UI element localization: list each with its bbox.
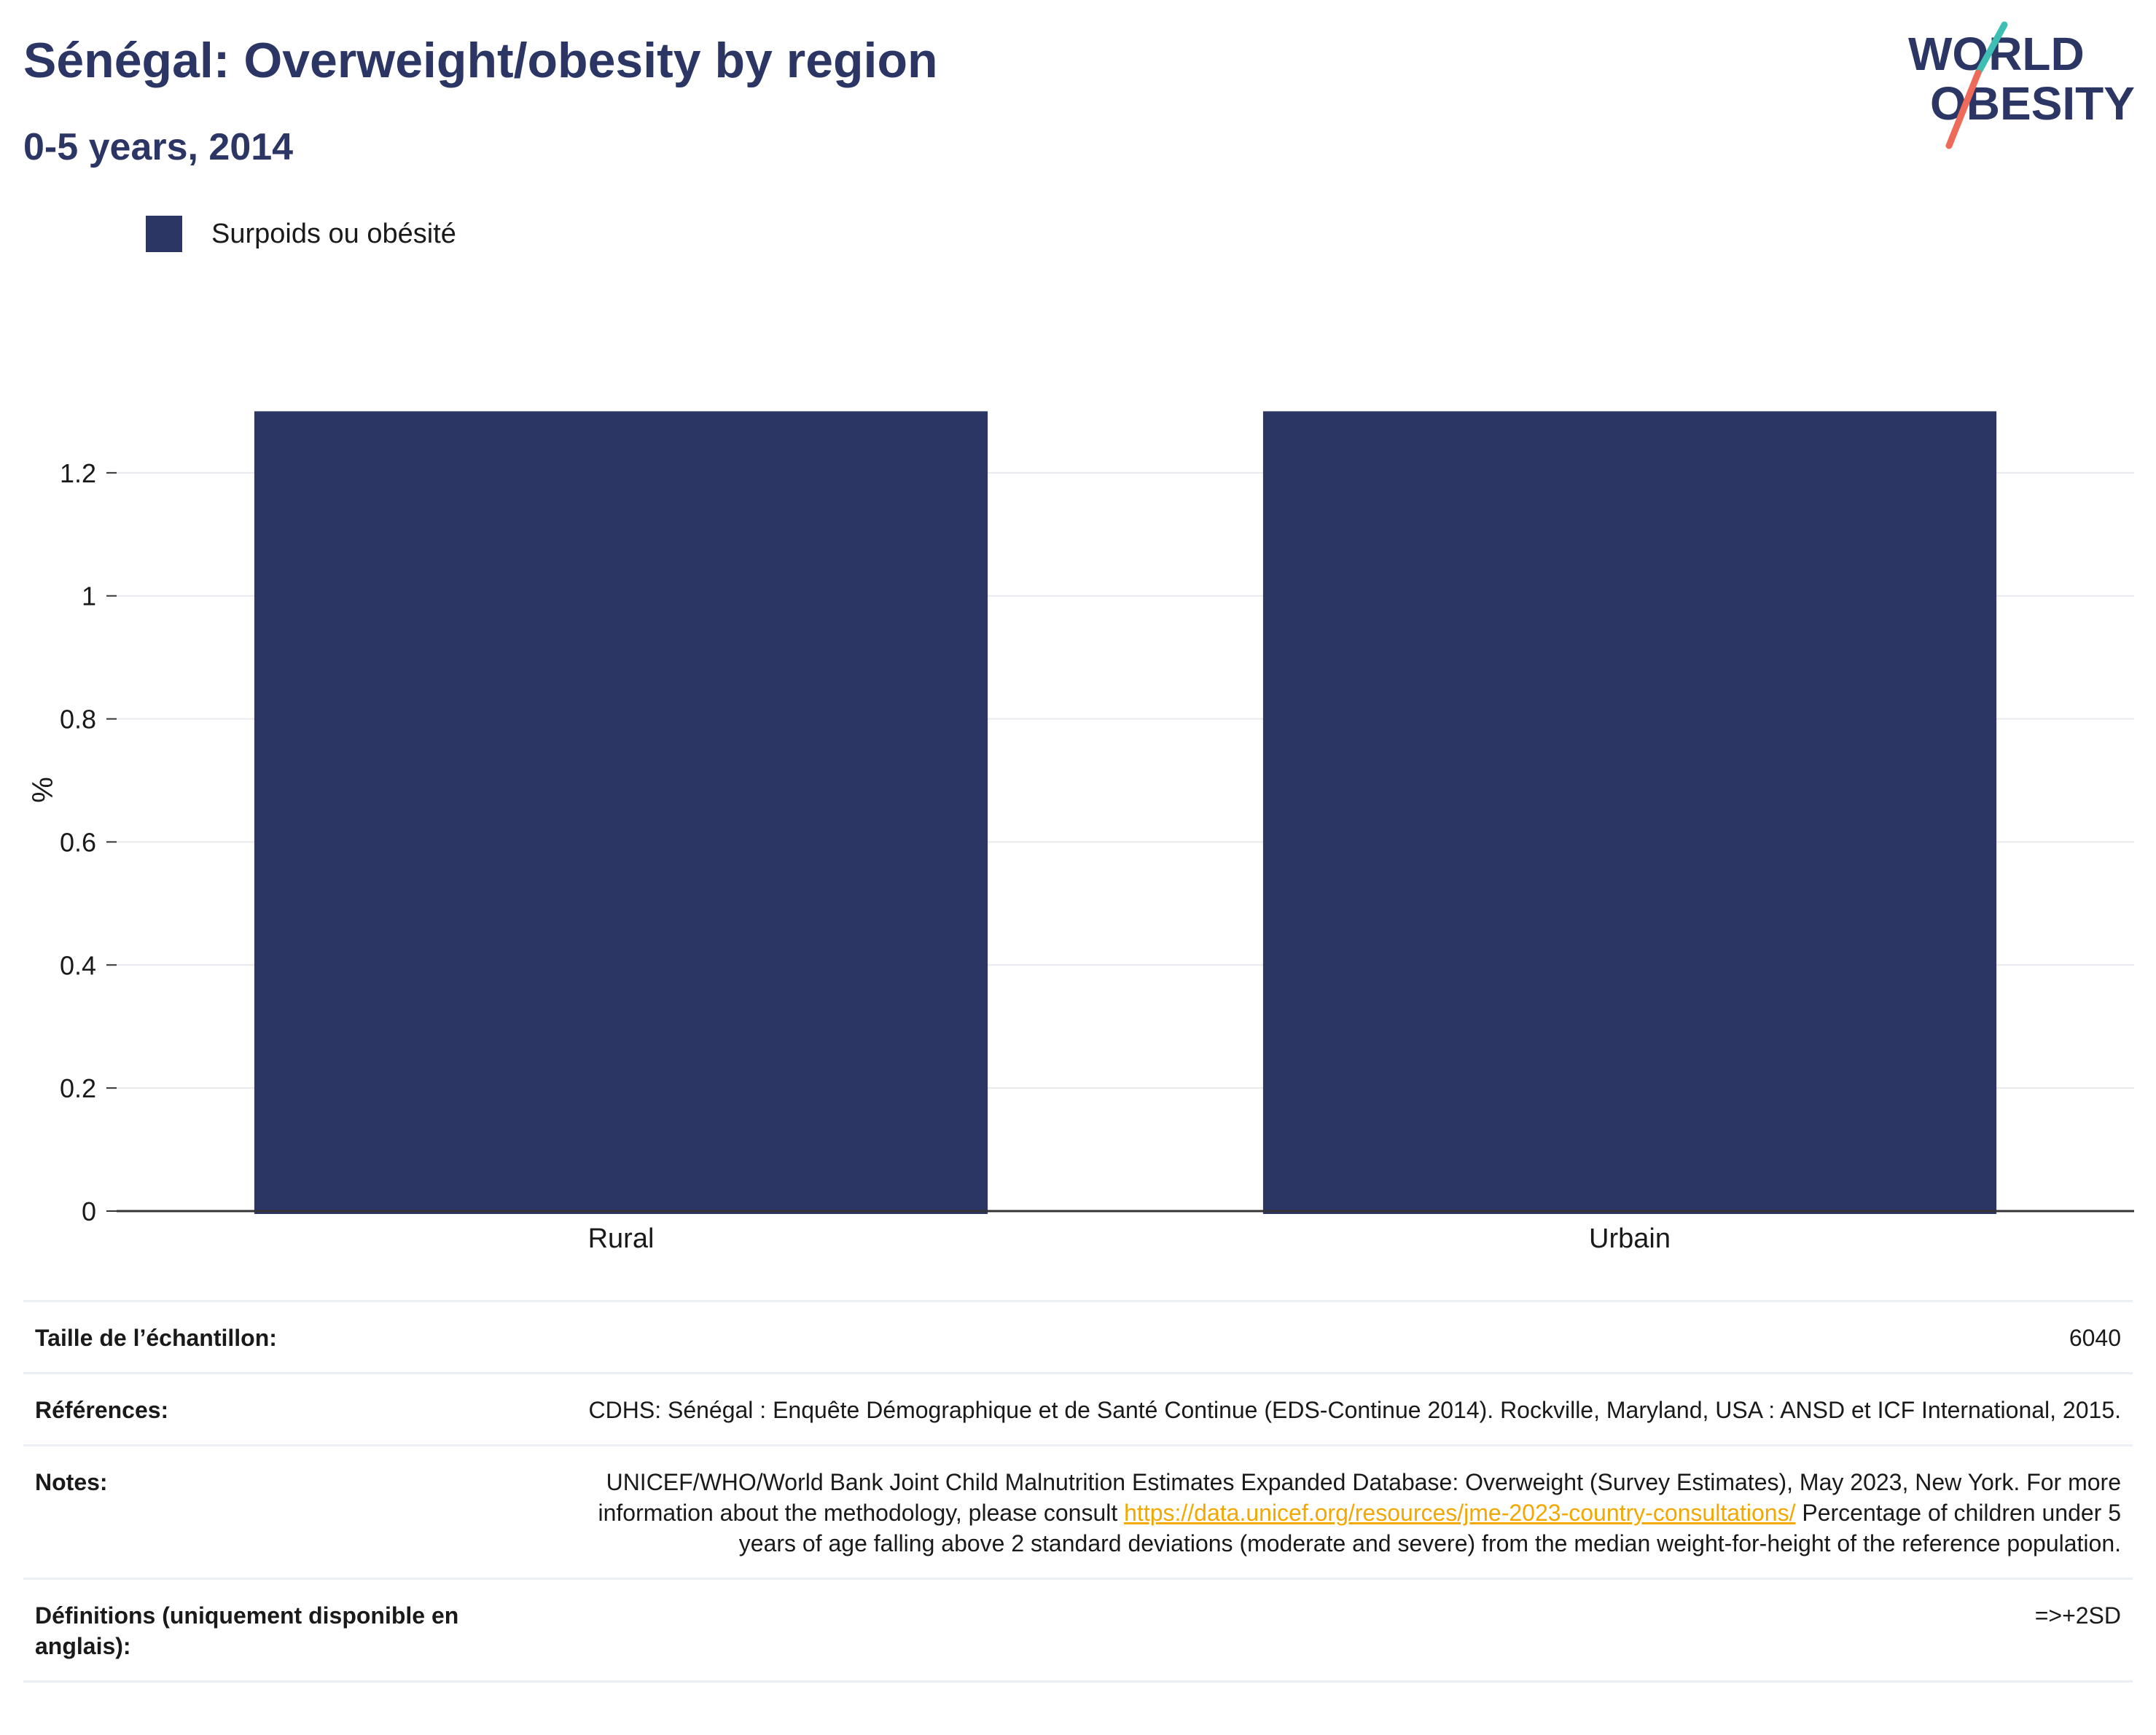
y-tick-label: 0.4 xyxy=(60,950,96,980)
legend-swatch xyxy=(146,216,182,252)
notes-text-2: Percentage of children under 5 years of … xyxy=(738,1500,2121,1556)
notes-value: UNICEF/WHO/World Bank Joint Child Malnut… xyxy=(554,1467,2121,1559)
world-obesity-logo: WORLD OBESITY xyxy=(1908,21,2135,149)
legend-label: Surpoids ou obésité xyxy=(211,218,456,249)
y-tick-label: 0.6 xyxy=(60,827,96,857)
notes-label: Notes: xyxy=(35,1469,108,1495)
info-row-sample-size: Taille de l’échantillon: 6040 xyxy=(23,1300,2133,1372)
x-tick-label: Urbain xyxy=(1589,1223,1671,1254)
y-axis-label: % xyxy=(27,777,59,803)
sample-size-label: Taille de l’échantillon: xyxy=(35,1325,277,1351)
y-tick-label: 1.2 xyxy=(60,458,96,488)
notes-link[interactable]: https://data.unicef.org/resources/jme-20… xyxy=(1124,1500,1796,1526)
x-tick-label: Rural xyxy=(588,1223,655,1254)
bar xyxy=(1262,411,1997,1214)
chart-legend: Surpoids ou obésité xyxy=(146,216,456,252)
definitions-label: Définitions (uniquement disponible en an… xyxy=(35,1602,459,1659)
info-row-notes: Notes: UNICEF/WHO/World Bank Joint Child… xyxy=(23,1444,2133,1578)
logo-slash-coral xyxy=(1945,69,1982,149)
bar-chart: 0 0.2 0.4 0.6 0.8 1 1.2% Rural Urbain xyxy=(27,411,2134,1254)
y-tick-label: 0.8 xyxy=(60,705,96,735)
definitions-value: =>+2SD xyxy=(2034,1602,2121,1629)
info-table: Taille de l’échantillon: 6040 Références… xyxy=(23,1300,2133,1683)
sample-size-value: 6040 xyxy=(2069,1325,2121,1351)
references-value: CDHS: Sénégal : Enquête Démographique et… xyxy=(588,1397,2121,1423)
notes-text-1: UNICEF/WHO/World Bank Joint Child Malnut… xyxy=(598,1469,2121,1526)
y-tick-label: 0 xyxy=(82,1197,96,1226)
y-tick-label: 1 xyxy=(82,581,96,611)
chart-title: Sénégal: Overweight/obesity by region xyxy=(23,33,938,88)
references-label: Références: xyxy=(35,1397,169,1423)
chart-subtitle: 0-5 years, 2014 xyxy=(23,126,294,168)
bar xyxy=(254,411,988,1214)
info-row-references: Références: CDHS: Sénégal : Enquête Démo… xyxy=(23,1372,2133,1444)
logo-slash-teal xyxy=(1975,21,2008,77)
y-tick-label: 0.2 xyxy=(60,1073,96,1103)
info-row-definitions: Définitions (uniquement disponible en an… xyxy=(23,1578,2133,1683)
